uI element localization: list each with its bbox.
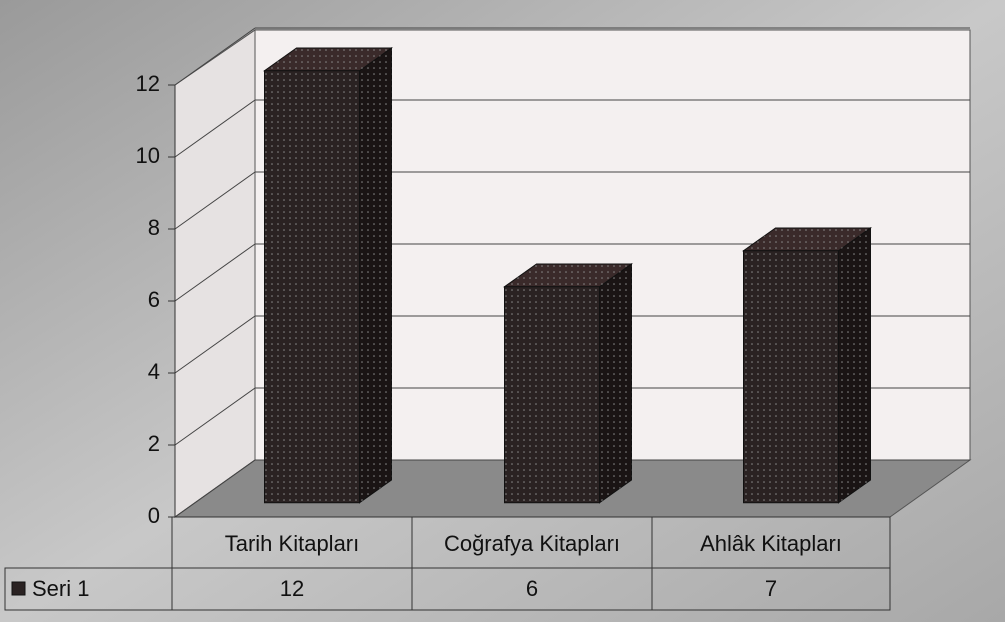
x-tick-label: Coğrafya Kitapları xyxy=(444,531,620,556)
grid-line xyxy=(174,99,256,158)
bar-texture xyxy=(743,227,871,251)
bar-texture xyxy=(599,263,632,503)
x-tick-label: Tarih Kitapları xyxy=(225,531,360,556)
bar xyxy=(262,46,394,504)
y-tick-label: 4 xyxy=(148,359,160,384)
table-value: 6 xyxy=(526,576,538,601)
bar-texture xyxy=(264,47,392,71)
table-value: 7 xyxy=(765,576,777,601)
bar xyxy=(502,262,634,504)
grid-line xyxy=(174,171,256,230)
table-value: 12 xyxy=(280,576,304,601)
y-tick-label: 0 xyxy=(148,503,160,528)
y-tick-label: 8 xyxy=(148,215,160,240)
y-tick-label: 2 xyxy=(148,431,160,456)
grid-line xyxy=(174,243,256,302)
grid-line xyxy=(174,387,256,446)
bar-texture xyxy=(743,250,839,503)
bar-texture xyxy=(838,227,871,503)
bar-texture xyxy=(359,47,392,503)
bar xyxy=(741,226,873,504)
y-tick-label: 12 xyxy=(136,71,160,96)
y-tick-label: 6 xyxy=(148,287,160,312)
x-tick-label: Ahlâk Kitapları xyxy=(700,531,842,556)
grid-line xyxy=(174,315,256,374)
bar-texture xyxy=(264,70,360,503)
side-wall xyxy=(174,29,256,518)
bar-texture xyxy=(504,263,632,287)
bar-texture xyxy=(504,286,600,503)
data-table xyxy=(4,516,891,611)
grid-line xyxy=(174,459,256,518)
legend-key xyxy=(11,581,26,596)
legend-label: Seri 1 xyxy=(32,576,89,601)
grid-line xyxy=(174,27,256,86)
y-tick-label: 10 xyxy=(136,143,160,168)
